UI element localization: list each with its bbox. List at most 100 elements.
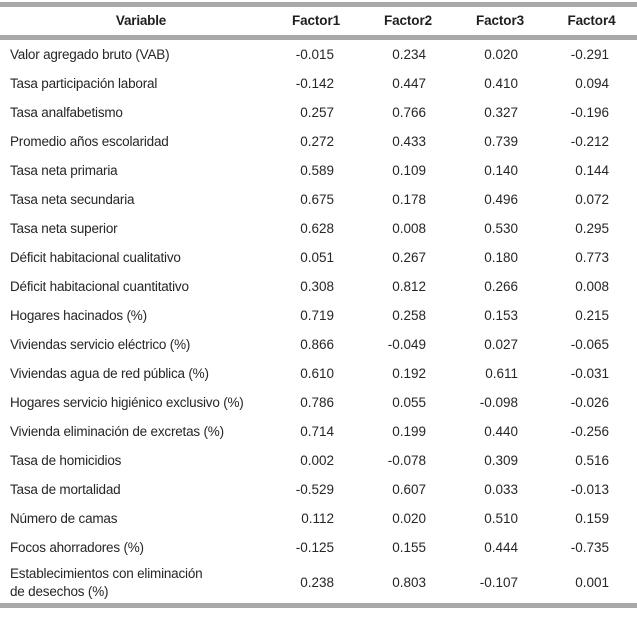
variable-label: Déficit habitacional cuantitativo [10,278,189,294]
table-header-row: Variable Factor1 Factor2 Factor3 Factor4 [0,7,637,35]
table-row: Tasa neta primaria 0.589 0.109 0.140 0.144 [0,156,637,185]
table-row: Tasa de homicidios 0.002 -0.078 0.309 0.516 [0,446,637,475]
variable-label: Tasa analfabetismo [10,104,123,120]
factor3-value: -0.098 [479,394,518,410]
bottom-rule [0,603,637,609]
factor3-value: 0.611 [485,365,518,381]
factor4-value: 0.094 [575,75,609,91]
factor4-value: -0.013 [570,481,609,497]
table-row: Tasa analfabetismo 0.257 0.766 0.327 -0.196 [0,98,637,127]
variable-label: Tasa neta primaria [10,162,118,178]
factor4-value: 0.159 [575,510,609,526]
variable-label: Tasa de homicidios [10,452,122,468]
factor4-value: 0.001 [575,574,609,590]
factor1-value: -0.125 [295,539,334,555]
factor4-value: -0.196 [570,104,609,120]
factor1-value: 0.719 [300,307,334,323]
factor4-value: -0.065 [570,336,609,352]
factor2-value: 0.447 [392,75,426,91]
table-row: Número de camas 0.112 0.020 0.510 0.159 [0,504,637,533]
factor2-value: 0.008 [392,220,426,236]
factor2-value: 0.178 [392,191,426,207]
factor3-value: 0.410 [484,75,518,91]
factor2-value: 0.803 [392,574,426,590]
factor4-value: 0.516 [575,452,609,468]
factor4-value: -0.256 [570,423,609,439]
factor1-value: 0.002 [300,452,334,468]
factor4-value: -0.026 [570,394,609,410]
variable-label: Tasa de mortalidad [10,481,121,497]
factor2-value: 0.433 [392,133,426,149]
factor1-value: -0.529 [295,481,334,497]
factor4-value: 0.144 [575,162,609,178]
column-header-factor1: Factor1 [291,13,341,29]
factor1-value: 0.308 [300,278,334,294]
table-row: Tasa neta secundaria 0.675 0.178 0.496 0.072 [0,185,637,214]
variable-label: Establecimientos con eliminación de dese… [10,566,203,599]
factor2-value: 0.199 [392,423,426,439]
factor3-value: 0.510 [484,510,518,526]
table-row: Focos ahorradores (%) -0.125 0.155 0.444 -0.… [0,533,637,562]
factor3-value: 0.027 [484,336,518,352]
table-body: Valor agregado bruto (VAB) -0.015 0.234 0.0… [0,40,637,603]
factor1-value: -0.015 [295,46,334,62]
table-row: Promedio años escolaridad 0.272 0.433 0.739… [0,127,637,156]
table-row: Viviendas agua de red pública (%) 0.610 0.… [0,359,637,388]
factor3-value: 0.739 [484,133,518,149]
factor2-value: 0.192 [392,365,426,381]
column-header-factor2: Factor2 [383,13,433,29]
table-row: Hogares hacinados (%) 0.719 0.258 0.153 0.21… [0,301,637,330]
factor1-value: 0.786 [300,394,334,410]
variable-label: Déficit habitacional cualitativo [10,249,181,265]
factor1-value: -0.142 [295,75,334,91]
variable-label: Viviendas servicio eléctrico (%) [10,336,191,352]
factor1-value: 0.257 [300,104,334,120]
table-row: Valor agregado bruto (VAB) -0.015 0.234 0.0… [0,40,637,69]
factor3-value: 0.530 [484,220,518,236]
factor2-value: -0.078 [387,452,426,468]
variable-label: Tasa neta secundaria [10,191,135,207]
factor2-value: -0.049 [387,336,426,352]
factor2-value: 0.258 [392,307,426,323]
factor4-value: 0.773 [575,249,609,265]
factor1-value: 0.610 [300,365,334,381]
column-header-variable: Variable [115,13,167,29]
factor4-value: -0.031 [570,365,609,381]
factor1-value: 0.714 [300,423,334,439]
factor4-value: -0.291 [570,46,609,62]
column-header-factor4: Factor4 [567,13,616,29]
factor1-value: 0.238 [300,574,334,590]
variable-label: Focos ahorradores (%) [10,539,144,555]
factor3-value: 0.140 [484,162,518,178]
table-row: Tasa de mortalidad -0.529 0.607 0.033 -0.013 [0,475,637,504]
variable-label: Viviendas agua de red pública (%) [10,365,209,381]
table-row: Establecimientos con eliminación de dese… [0,562,637,603]
table-row: Hogares servicio higiénico exclusivo (%)… [0,388,637,417]
column-header-factor3: Factor3 [475,13,525,29]
variable-label: Hogares hacinados (%) [10,307,147,323]
factor4-value: -0.212 [570,133,609,149]
top-rule [0,2,637,7]
table-row: Vivienda eliminación de excretas (%) 0.71… [0,417,637,446]
table-row: Tasa neta superior 0.628 0.008 0.530 0.295 [0,214,637,243]
factor2-value: 0.812 [392,278,426,294]
table-row: Tasa participación laboral -0.142 0.447 0.4… [0,69,637,98]
factor3-value: 0.309 [484,452,518,468]
variable-label: Número de camas [10,510,118,526]
factor2-value: 0.055 [392,394,426,410]
factor1-value: 0.589 [300,162,334,178]
variable-label: Tasa participación laboral [10,75,158,91]
factor4-value: 0.072 [575,191,609,207]
variable-label: Vivienda eliminación de excretas (%) [10,423,224,439]
factor3-value: 0.496 [484,191,518,207]
factor1-value: 0.051 [300,249,334,265]
factor1-value: 0.866 [300,336,334,352]
variable-label: Promedio años escolaridad [10,133,169,149]
table-row: Déficit habitacional cualitativo 0.051 0.2… [0,243,637,272]
factor2-value: 0.607 [392,481,426,497]
factor2-value: 0.766 [392,104,426,120]
factor3-value: 0.020 [484,46,518,62]
factor3-value: 0.180 [484,249,518,265]
variable-label: Valor agregado bruto (VAB) [10,46,170,62]
table-row: Viviendas servicio eléctrico (%) 0.866 -0.… [0,330,637,359]
